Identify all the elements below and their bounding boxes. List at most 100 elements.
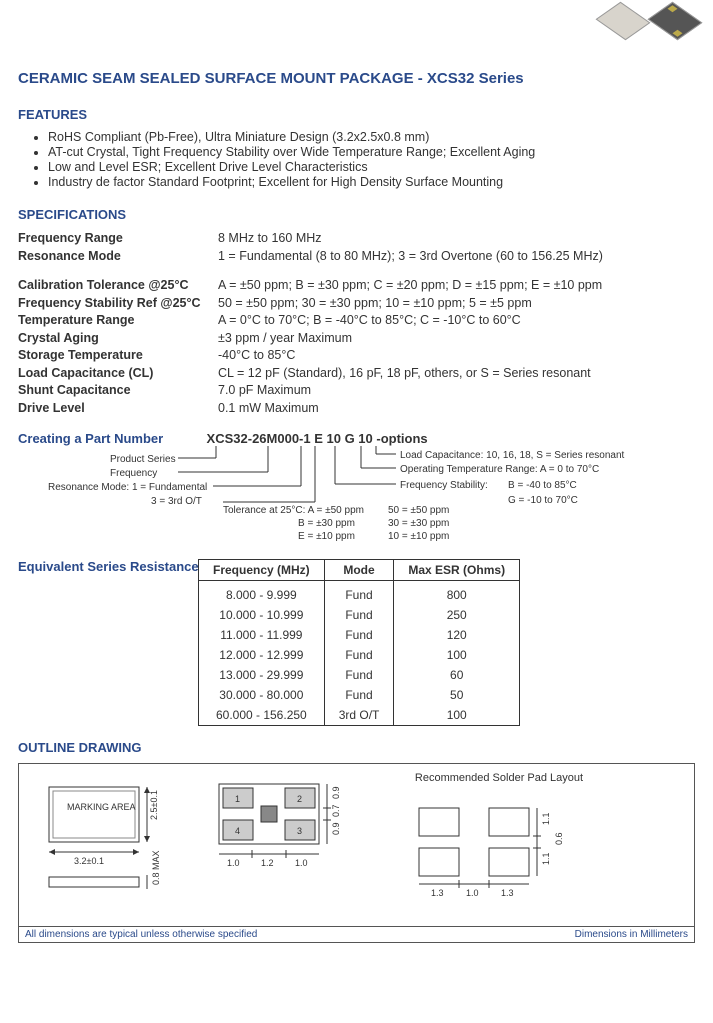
spec-label: Crystal Aging <box>18 330 218 348</box>
esr-cell: 60 <box>394 665 520 685</box>
esr-cell: 120 <box>394 625 520 645</box>
esr-cell: Fund <box>324 645 394 665</box>
esr-cell: 250 <box>394 605 520 625</box>
spec-label: Frequency Range <box>18 230 218 248</box>
spec-value: A = ±50 ppm; B = ±30 ppm; C = ±20 ppm; D… <box>218 277 695 295</box>
esr-cell: Fund <box>324 625 394 645</box>
esr-header: Frequency (MHz) <box>199 560 325 581</box>
spec-label: Shunt Capacitance <box>18 382 218 400</box>
esr-cell: 100 <box>394 645 520 665</box>
part-number-section: Creating a Part Number XCS32-26M000-1 E … <box>18 431 695 549</box>
svg-text:3.2±0.1: 3.2±0.1 <box>74 856 104 866</box>
esr-cell: 8.000 - 9.999 <box>199 585 325 605</box>
page-title: CERAMIC SEAM SEALED SURFACE MOUNT PACKAG… <box>18 70 695 87</box>
esr-cell: Fund <box>324 685 394 705</box>
esr-section: Equivalent Series Resistance Frequency (… <box>18 559 695 726</box>
svg-text:B = -40 to 85°C: B = -40 to 85°C <box>508 480 577 491</box>
spec-label: Resonance Mode <box>18 248 218 266</box>
spec-value: 50 = ±50 ppm; 30 = ±30 ppm; 10 = ±10 ppm… <box>218 295 695 313</box>
svg-text:0.8 MAX: 0.8 MAX <box>151 850 161 885</box>
svg-text:Frequency Stability:: Frequency Stability: <box>400 480 488 491</box>
spec-label: Calibration Tolerance @25°C <box>18 277 218 295</box>
chip-image-bottom <box>648 2 703 40</box>
feature-item: RoHS Compliant (Pb-Free), Ultra Miniatur… <box>48 130 695 144</box>
svg-text:B = ±30 ppm: B = ±30 ppm <box>298 518 355 529</box>
features-list: RoHS Compliant (Pb-Free), Ultra Miniatur… <box>18 130 695 189</box>
esr-cell: 100 <box>394 705 520 726</box>
svg-text:G = -10 to 70°C: G = -10 to 70°C <box>508 495 578 506</box>
outline-drawing-box: MARKING AREA 2.5±0.1 3.2±0.1 0.8 MAX 1 2… <box>18 763 695 927</box>
esr-cell: 11.000 - 11.999 <box>199 625 325 645</box>
esr-cell: 50 <box>394 685 520 705</box>
partnum-diagram: Product Series Frequency Resonance Mode:… <box>18 446 688 546</box>
spec-label: Temperature Range <box>18 312 218 330</box>
esr-cell: 60.000 - 156.250 <box>199 705 325 726</box>
svg-text:30 = ±30 ppm: 30 = ±30 ppm <box>388 518 449 529</box>
solder-title: Recommended Solder Pad Layout <box>399 772 599 784</box>
svg-text:0.7: 0.7 <box>331 804 341 817</box>
specs-header: SPECIFICATIONS <box>18 207 695 222</box>
solder-pad-section: Recommended Solder Pad Layout 1.3 1.0 1.… <box>399 772 599 922</box>
svg-text:Load Capacitance: 10, 16, 18,: Load Capacitance: 10, 16, 18, S = Series… <box>400 450 625 461</box>
spec-value: ±3 ppm / year Maximum <box>218 330 695 348</box>
svg-text:1.0: 1.0 <box>466 888 479 898</box>
svg-text:4: 4 <box>235 826 240 836</box>
spec-value: A = 0°C to 70°C; B = -40°C to 85°C; C = … <box>218 312 695 330</box>
esr-cell: Fund <box>324 665 394 685</box>
esr-table: Frequency (MHz) Mode Max ESR (Ohms) 8.00… <box>198 559 520 726</box>
svg-text:0.6: 0.6 <box>554 832 564 845</box>
spec-value: 1 = Fundamental (8 to 80 MHz); 3 = 3rd O… <box>218 248 695 266</box>
svg-text:Frequency: Frequency <box>110 468 157 479</box>
feature-item: Low and Level ESR; Excellent Drive Level… <box>48 160 695 174</box>
esr-cell: 800 <box>394 585 520 605</box>
esr-cell: 13.000 - 29.999 <box>199 665 325 685</box>
svg-text:Resonance Mode: 1 = Fundamenta: Resonance Mode: 1 = Fundamental <box>48 482 207 493</box>
specs-block-2: Calibration Tolerance @25°CA = ±50 ppm; … <box>18 277 695 417</box>
feature-item: AT-cut Crystal, Tight Frequency Stabilit… <box>48 145 695 159</box>
partnum-header: Creating a Part Number <box>18 431 163 446</box>
spec-label: Storage Temperature <box>18 347 218 365</box>
spec-value: 8 MHz to 160 MHz <box>218 230 695 248</box>
esr-cell: 30.000 - 80.000 <box>199 685 325 705</box>
spec-value: CL = 12 pF (Standard), 16 pF, 18 pF, oth… <box>218 365 695 383</box>
footer-left: All dimensions are typical unless otherw… <box>25 929 257 940</box>
spec-value: -40°C to 85°C <box>218 347 695 365</box>
svg-text:1.1: 1.1 <box>541 852 551 865</box>
svg-text:1.3: 1.3 <box>501 888 514 898</box>
esr-cell: Fund <box>324 585 394 605</box>
spec-label: Load Capacitance (CL) <box>18 365 218 383</box>
package-bottom-svg: 1 2 4 3 1.0 1.2 1.0 0.9 0.7 0.9 <box>209 772 379 912</box>
svg-text:0.9: 0.9 <box>331 786 341 799</box>
svg-text:1: 1 <box>235 794 240 804</box>
svg-text:1.0: 1.0 <box>227 858 240 868</box>
svg-text:Tolerance at 25°C: A = ±50 ppm: Tolerance at 25°C: A = ±50 ppm <box>223 505 364 516</box>
solder-pad-svg: 1.3 1.0 1.3 1.1 1.1 0.6 <box>399 790 599 900</box>
svg-text:2: 2 <box>297 794 302 804</box>
esr-cell: 10.000 - 10.999 <box>199 605 325 625</box>
partnum-example: XCS32-26M000-1 E 10 G 10 -options <box>207 431 428 446</box>
svg-text:1.2: 1.2 <box>261 858 274 868</box>
svg-text:3 = 3rd O/T: 3 = 3rd O/T <box>151 496 202 507</box>
chip-image-top <box>596 2 651 40</box>
feature-item: Industry de factor Standard Footprint; E… <box>48 175 695 189</box>
svg-text:10 = ±10 ppm: 10 = ±10 ppm <box>388 531 449 542</box>
esr-cell: 3rd O/T <box>324 705 394 726</box>
spec-value: 7.0 pF Maximum <box>218 382 695 400</box>
spec-label: Drive Level <box>18 400 218 418</box>
svg-text:50 = ±50 ppm: 50 = ±50 ppm <box>388 505 449 516</box>
svg-text:E = ±10 ppm: E = ±10 ppm <box>298 531 355 542</box>
svg-text:Operating Temperature Range: A: Operating Temperature Range: A = 0 to 70… <box>400 464 599 475</box>
outline-footer: All dimensions are typical unless otherw… <box>18 927 695 943</box>
svg-text:3: 3 <box>297 826 302 836</box>
svg-text:Product Series: Product Series <box>110 454 176 465</box>
spec-label: Frequency Stability Ref @25°C <box>18 295 218 313</box>
specs-block-1: Frequency Range8 MHz to 160 MHz Resonanc… <box>18 230 695 265</box>
svg-text:0.9: 0.9 <box>331 822 341 835</box>
product-images <box>605 6 693 36</box>
esr-label: Equivalent Series Resistance <box>18 559 199 574</box>
svg-text:1.3: 1.3 <box>431 888 444 898</box>
svg-text:1.1: 1.1 <box>541 812 551 825</box>
outline-header: OUTLINE DRAWING <box>18 740 695 755</box>
esr-cell: 12.000 - 12.999 <box>199 645 325 665</box>
esr-header: Mode <box>324 560 394 581</box>
